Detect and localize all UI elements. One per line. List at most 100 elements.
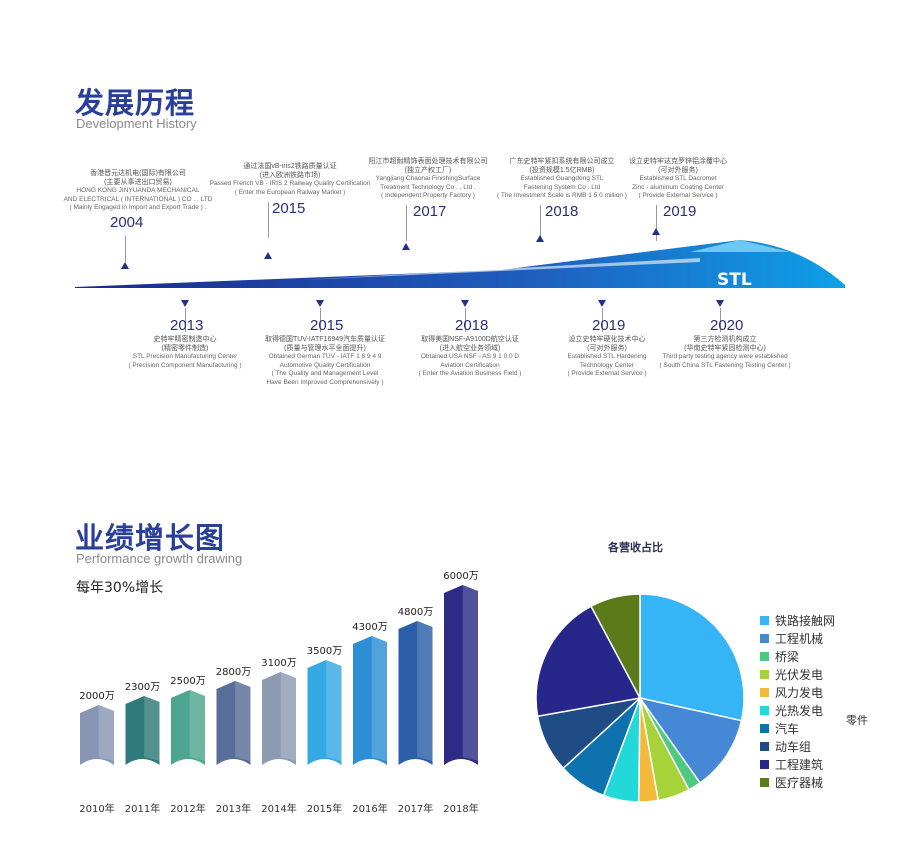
event-line: (独立产权工厂) bbox=[404, 166, 452, 174]
legend-label: 动车组 bbox=[775, 740, 812, 754]
event-line: ( The Quality and Management Level bbox=[271, 370, 379, 377]
event-line: Treatment Technology Co . , Ltd . bbox=[380, 183, 476, 191]
timeline-year: 2013 bbox=[170, 317, 204, 334]
event-line: Technology Center bbox=[579, 361, 635, 369]
event-line: STL Precision Manufacturing Center bbox=[132, 353, 238, 360]
event-line: ( Precision Component Manufacturing ) bbox=[128, 361, 242, 369]
event-line: AND ELECTRICAL ( INTERNATIONAL ) CO . , … bbox=[63, 195, 213, 203]
performance-title: 业绩增长图 bbox=[75, 521, 226, 555]
bar-category-label: 2018年 bbox=[443, 802, 478, 815]
event-line: ( Enter the Aviation Business Field ) bbox=[418, 370, 522, 377]
event-line: (精密零件制造) bbox=[161, 344, 209, 352]
event-line: 阳江市超耐精饰表面处理技术有限公司 bbox=[368, 158, 488, 165]
pie-chart bbox=[535, 593, 745, 803]
legend-item: 汽车 bbox=[760, 720, 799, 737]
bar-facet bbox=[280, 672, 296, 761]
event-line: Zinc - aluminum Coating Center bbox=[632, 183, 724, 191]
event-line: Obtained USA NSF - AS 9 1 0 0 D bbox=[420, 353, 520, 360]
performance-subtitle: Performance growth drawing bbox=[76, 551, 243, 566]
timeline-year: 2015 bbox=[272, 200, 306, 217]
timeline-marker-icon bbox=[716, 300, 724, 307]
legend-swatch bbox=[760, 724, 769, 733]
event-line: (可对外服务) bbox=[587, 344, 627, 352]
bar-value-label: 4300万 bbox=[352, 622, 387, 633]
timeline-marker-icon bbox=[461, 300, 469, 307]
event-line: 香港晋元达机电(国际)有限公司 bbox=[90, 170, 186, 177]
bar-facet bbox=[462, 585, 478, 761]
event-line: Passed French VB - IRIS 2 Railway Qualit… bbox=[209, 180, 371, 187]
timeline-marker-icon bbox=[264, 252, 272, 259]
event-line: Aviation Certification bbox=[440, 361, 500, 369]
bar-value-label: 2000万 bbox=[79, 691, 114, 702]
bar-value-label: 2300万 bbox=[125, 682, 160, 693]
bar bbox=[80, 705, 114, 765]
legend-label: 光伏发电 bbox=[775, 668, 824, 682]
legend-label: 光热发电 bbox=[775, 704, 824, 718]
bar-value-label: 4800万 bbox=[398, 607, 433, 618]
event-line: 通过法国vB-iris2铁路质量认证 bbox=[243, 163, 337, 170]
timeline-year: 2018 bbox=[545, 203, 579, 220]
legend-item: 光热发电 bbox=[760, 702, 823, 719]
bar-category-label: 2011年 bbox=[125, 802, 160, 815]
event-line: Obtained German TUV - IATF 1 6 9 4 9 bbox=[268, 353, 382, 360]
timeline-event-top: 香港晋元达机电(国际)有限公司 (主要从事进出口贸易) HONG KONG JINY… bbox=[53, 170, 223, 213]
event-line: (进入航空业务领域) bbox=[439, 344, 501, 352]
timeline-year: 2018 bbox=[455, 317, 489, 334]
legend-item: 桥梁 bbox=[760, 648, 799, 665]
pie-slice bbox=[535, 605, 642, 718]
bar-facet bbox=[326, 660, 342, 761]
timeline-event-top: 广东史特牢紧扣系统有限公司成立 (投资规模1.5亿RMB) Established … bbox=[477, 158, 647, 201]
legend-label: 工程建筑 bbox=[775, 758, 824, 772]
timeline-connector bbox=[406, 205, 407, 241]
bar bbox=[307, 660, 342, 765]
bar bbox=[171, 690, 205, 765]
legend-label: 汽车 bbox=[775, 722, 800, 736]
timeline-event-bottom: 第三方检测机构成立 (华南史特牢紧固检测中心) Third party testin… bbox=[640, 336, 810, 370]
timeline-marker-icon bbox=[652, 228, 660, 235]
event-line: 广东史特牢紧扣系统有限公司成立 bbox=[509, 158, 615, 165]
event-line: (可对外服务) bbox=[658, 166, 698, 174]
timeline-marker-icon bbox=[598, 300, 606, 307]
timeline-event-top: 通过法国vB-iris2铁路质量认证 (进入欧洲铁路市场) Passed Frenc… bbox=[205, 163, 375, 197]
pie-slice bbox=[590, 593, 641, 699]
bar-facet bbox=[189, 690, 205, 761]
timeline-connector bbox=[720, 308, 721, 332]
bar-facet bbox=[371, 636, 387, 761]
bar-value-label: 2500万 bbox=[170, 676, 205, 687]
timeline-train-graphic: STL bbox=[75, 240, 845, 290]
legend-swatch bbox=[760, 670, 769, 679]
event-line: 史特牢精密制造中心 bbox=[153, 336, 217, 343]
bar bbox=[216, 681, 251, 765]
event-line: (进入欧洲铁路市场) bbox=[259, 171, 321, 179]
pie-title: 各营收占比 bbox=[608, 541, 663, 554]
event-line: Automotive Quality Certification bbox=[279, 361, 371, 369]
bar-category-label: 2015年 bbox=[307, 802, 342, 815]
event-line: ( Mainly Engaged in Import and Export Tr… bbox=[69, 204, 207, 211]
event-line: Established STL Dacromet bbox=[639, 175, 717, 182]
event-line: (投资规模1.5亿RMB) bbox=[529, 166, 595, 174]
legend-label: 铁路接触网 bbox=[775, 614, 836, 628]
timeline-event-bottom: 取得美国NSF-A9100D航空认证 (进入航空业务领域) Obtained USA… bbox=[385, 336, 555, 379]
legend-item: 风力发电 bbox=[760, 684, 823, 701]
event-line: Established STL Hardening bbox=[567, 353, 647, 360]
event-line: Established Guangdong STL bbox=[520, 175, 604, 182]
bar-value-label: 3100万 bbox=[261, 658, 296, 669]
event-line: Yangjiang Chaonai FinishingSurface bbox=[375, 175, 481, 182]
legend-swatch bbox=[760, 778, 769, 787]
timeline-event-bottom: 史特牢精密制造中心 (精密零件制造) STL Precision Manufactu… bbox=[100, 336, 270, 370]
bar-category-label: 2013年 bbox=[216, 802, 251, 815]
timeline-connector bbox=[125, 236, 126, 262]
legend-swatch bbox=[760, 742, 769, 751]
bar-chart: 2000万 2010年 2300万 2011年 2500万 2012年 2800万 2013年… bbox=[79, 571, 478, 815]
timeline-event-bottom: 设立史特牢硬化技术中心 (可对外服务) Established STL Harden… bbox=[522, 336, 692, 379]
event-line: 取得德国TUV-IATF16949汽车质量认证 bbox=[264, 336, 386, 343]
timeline-marker-icon bbox=[536, 235, 544, 242]
timeline-marker-icon bbox=[316, 300, 324, 307]
timeline-event-bottom: 取得德国TUV-IATF16949汽车质量认证 (质量与管理水平全面提升) Obta… bbox=[240, 336, 410, 387]
timeline-marker-icon bbox=[402, 243, 410, 250]
legend-swatch bbox=[760, 688, 769, 697]
pie-slice bbox=[638, 696, 743, 784]
timeline-year: 2015 bbox=[310, 317, 344, 334]
legend-label: 桥梁 bbox=[775, 650, 800, 664]
bar-category-label: 2014年 bbox=[261, 802, 296, 815]
